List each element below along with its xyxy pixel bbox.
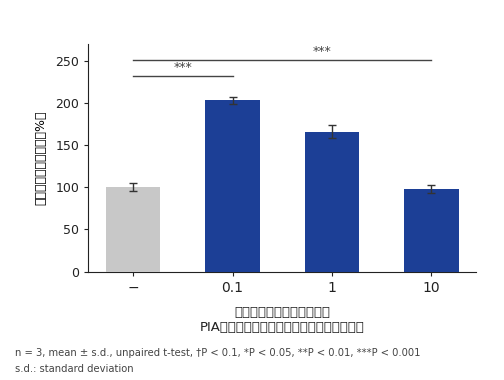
Y-axis label: ヒアルロン酸産生率（%）: ヒアルロン酸産生率（%） xyxy=(34,111,47,205)
Bar xyxy=(205,100,260,272)
Text: PIAヒト脂肪幹細胞由来エクソソームの影響: PIAヒト脂肪幹細胞由来エクソソームの影響 xyxy=(200,321,365,334)
Text: s.d.: standard deviation: s.d.: standard deviation xyxy=(15,364,134,374)
Bar xyxy=(404,189,459,272)
Bar xyxy=(106,187,160,272)
Text: n = 3, mean ± s.d., unpaired t-test, †P < 0.1, *P < 0.05, **P < 0.01, ***P < 0.0: n = 3, mean ± s.d., unpaired t-test, †P … xyxy=(15,348,421,358)
Text: ***: *** xyxy=(312,45,331,58)
Text: ***: *** xyxy=(173,61,192,74)
Bar xyxy=(304,131,359,272)
Text: ヒアルロン酸産生に対する: ヒアルロン酸産生に対する xyxy=(234,306,330,319)
